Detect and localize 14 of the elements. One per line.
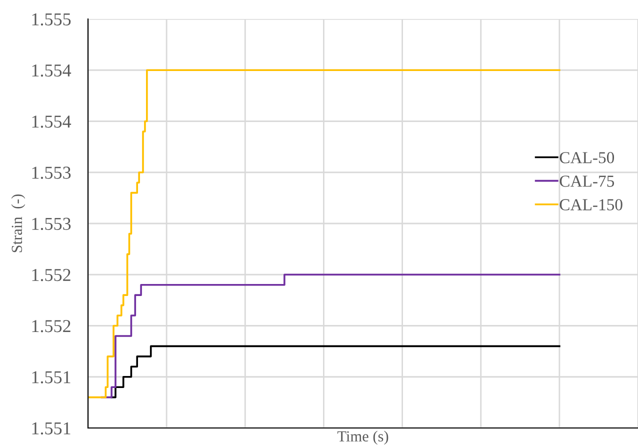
y-tick-label: 1.552 xyxy=(32,320,70,332)
legend-label: CAL-150 xyxy=(560,199,622,210)
legend-label: CAL-50 xyxy=(560,152,614,164)
y-tick-label: 1.551 xyxy=(32,422,70,435)
y-tick-label: 1.554 xyxy=(32,64,72,77)
y-axis-title: Strain (-) xyxy=(11,194,26,252)
y-tick-label: 1.553 xyxy=(32,166,71,179)
x-axis-title: Time (s) xyxy=(337,430,388,445)
y-tick-label: 1.555 xyxy=(32,13,71,26)
legend-label: CAL-75 xyxy=(560,176,614,187)
y-tick-label: 1.553 xyxy=(32,218,71,230)
y-tick-label: 1.554 xyxy=(32,116,72,128)
y-tick-label: 1.551 xyxy=(32,371,70,384)
y-tick-label: 1.552 xyxy=(32,268,70,282)
